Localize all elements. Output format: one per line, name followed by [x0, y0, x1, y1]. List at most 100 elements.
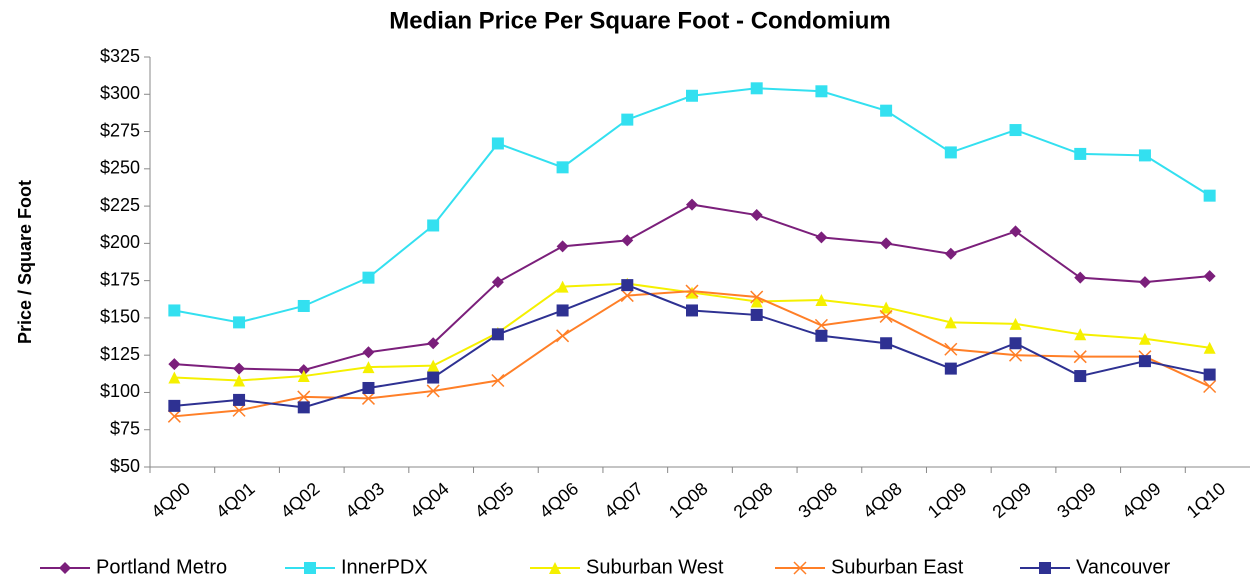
x-tick-label: 4Q09 — [1118, 478, 1165, 522]
marker — [297, 390, 311, 404]
marker — [880, 337, 893, 350]
marker — [304, 562, 316, 574]
marker — [880, 104, 893, 117]
marker — [549, 562, 561, 574]
marker — [1009, 225, 1022, 238]
marker — [59, 562, 71, 574]
marker — [1009, 317, 1022, 330]
marker — [491, 373, 505, 388]
x-tick-label: 1Q09 — [924, 478, 971, 522]
marker — [815, 85, 828, 98]
marker — [1203, 189, 1216, 202]
marker — [1203, 270, 1216, 283]
x-tick-label: 4Q02 — [277, 478, 324, 522]
series — [168, 82, 1216, 329]
y-tick-label: $275 — [100, 120, 140, 140]
marker — [1138, 355, 1151, 368]
x-tick-label: 1Q08 — [665, 478, 712, 522]
marker — [427, 219, 440, 232]
marker — [686, 89, 698, 102]
y-tick-label: $250 — [100, 158, 140, 178]
marker — [815, 294, 828, 307]
marker — [297, 299, 310, 312]
marker — [297, 401, 310, 414]
marker — [621, 279, 634, 292]
marker — [685, 284, 699, 298]
series — [168, 279, 1216, 414]
marker — [944, 342, 958, 356]
x-tick-label: 4Q03 — [341, 478, 388, 522]
marker — [233, 362, 246, 375]
marker — [750, 308, 763, 321]
y-tick-label: $50 — [110, 456, 140, 476]
y-tick-label: $300 — [100, 83, 140, 103]
marker — [879, 309, 893, 323]
legend-label: Suburban West — [586, 556, 724, 578]
marker — [233, 393, 246, 406]
legend-label: Vancouver — [1076, 556, 1170, 578]
marker — [750, 82, 763, 95]
x-tick-label: 4Q06 — [536, 478, 583, 522]
marker — [1074, 271, 1087, 284]
x-tick-label: 3Q09 — [1053, 478, 1100, 522]
y-tick-label: $225 — [100, 195, 140, 215]
marker — [944, 247, 957, 260]
series — [168, 277, 1216, 387]
y-tick-label: $325 — [100, 46, 140, 66]
marker — [1203, 368, 1216, 381]
x-tick-label: 4Q07 — [600, 478, 647, 522]
marker — [556, 240, 569, 253]
marker — [686, 286, 698, 299]
marker — [362, 361, 375, 374]
marker — [556, 304, 569, 317]
marker — [232, 403, 246, 417]
x-tick-label: 4Q04 — [406, 478, 453, 522]
marker — [233, 316, 246, 329]
marker — [814, 318, 828, 332]
marker — [362, 381, 375, 394]
marker — [944, 146, 957, 159]
marker — [1039, 562, 1051, 574]
x-tick-label: 4Q00 — [147, 478, 194, 522]
legend-label: Portland Metro — [96, 556, 227, 578]
marker — [1203, 379, 1217, 394]
marker — [427, 371, 440, 384]
marker — [944, 362, 957, 375]
marker — [686, 198, 698, 211]
marker — [815, 231, 828, 244]
marker — [621, 234, 634, 247]
marker — [426, 384, 440, 398]
marker — [620, 289, 634, 303]
marker — [361, 391, 376, 405]
marker — [1138, 332, 1151, 345]
marker — [750, 209, 763, 222]
marker — [1074, 370, 1087, 383]
marker — [880, 237, 893, 250]
y-tick-label: $100 — [100, 381, 140, 401]
marker — [686, 304, 698, 317]
marker — [793, 561, 807, 575]
marker — [1073, 350, 1087, 364]
marker — [556, 161, 569, 174]
marker — [168, 399, 181, 412]
chart-title: Median Price Per Square Foot - Condomium — [389, 7, 890, 34]
x-tick-label: 4Q08 — [859, 478, 906, 522]
marker — [556, 280, 569, 293]
marker — [168, 358, 181, 371]
legend-label: InnerPDX — [341, 556, 428, 578]
marker — [944, 316, 957, 329]
y-tick-label: $200 — [100, 232, 140, 252]
legend-label: Suburban East — [831, 556, 964, 578]
marker — [621, 113, 634, 126]
marker — [491, 276, 504, 289]
marker — [427, 359, 440, 372]
marker — [168, 371, 181, 384]
x-tick-label: 4Q05 — [471, 478, 518, 522]
marker — [556, 329, 570, 343]
marker — [491, 328, 504, 341]
y-tick-label: $125 — [100, 344, 140, 364]
x-tick-label: 2Q09 — [989, 478, 1036, 522]
marker — [233, 374, 246, 387]
y-tick-label: $75 — [110, 418, 140, 438]
